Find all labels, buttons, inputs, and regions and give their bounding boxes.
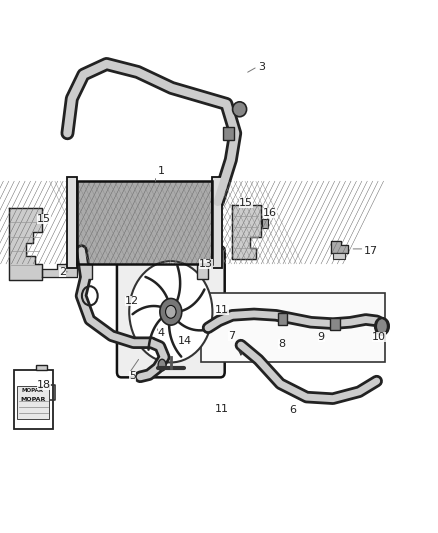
Text: 3: 3 [258, 62, 265, 71]
Text: 13: 13 [199, 259, 213, 269]
Bar [77, 181, 212, 264]
Bar [67, 177, 77, 268]
Circle shape [375, 318, 389, 335]
Bar [333, 253, 345, 259]
Text: 8: 8 [278, 339, 285, 349]
Ellipse shape [158, 359, 166, 371]
Bar [197, 264, 208, 279]
Text: 1: 1 [158, 166, 165, 175]
Text: 9: 9 [318, 332, 325, 342]
Circle shape [129, 261, 212, 362]
Circle shape [166, 305, 176, 318]
Text: 7: 7 [228, 331, 235, 341]
Bar [17, 386, 49, 418]
Bar [77, 181, 212, 264]
Text: 16: 16 [263, 208, 277, 218]
Bar [81, 264, 92, 279]
Polygon shape [9, 208, 42, 280]
Bar [201, 293, 385, 362]
Text: 17: 17 [364, 246, 378, 255]
Text: 2: 2 [59, 267, 66, 277]
Text: MOPAR: MOPAR [21, 397, 46, 402]
Text: 11: 11 [215, 305, 229, 315]
Text: 11: 11 [215, 405, 229, 414]
Text: 12: 12 [125, 296, 139, 306]
Text: 6: 6 [289, 406, 296, 415]
Text: 18: 18 [37, 380, 51, 390]
Text: MOPAR: MOPAR [22, 389, 44, 393]
Bar [14, 370, 53, 429]
Polygon shape [42, 264, 77, 277]
Polygon shape [331, 241, 348, 253]
Text: 15: 15 [37, 214, 51, 223]
Text: 4: 4 [158, 328, 165, 338]
Bar [36, 365, 47, 370]
Bar [262, 219, 268, 228]
Ellipse shape [233, 102, 247, 117]
Bar [278, 313, 287, 325]
Bar [223, 126, 234, 140]
Circle shape [160, 298, 182, 325]
Polygon shape [232, 205, 261, 259]
FancyBboxPatch shape [117, 246, 225, 377]
Text: 5: 5 [129, 371, 136, 381]
Bar [212, 177, 222, 268]
Text: 14: 14 [177, 336, 191, 346]
Text: 10: 10 [372, 332, 386, 342]
Text: 15: 15 [239, 198, 253, 207]
Bar [330, 318, 340, 329]
